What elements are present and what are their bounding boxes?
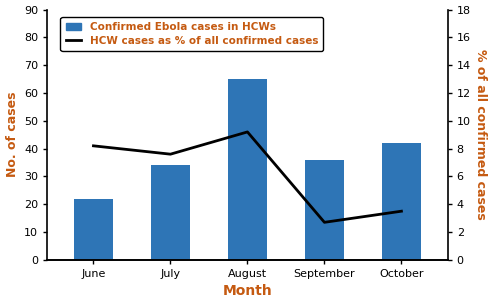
Bar <box>382 143 421 260</box>
Bar <box>228 79 267 260</box>
Y-axis label: % of all confirmed cases: % of all confirmed cases <box>474 49 488 220</box>
Legend: Confirmed Ebola cases in HCWs, HCW cases as % of all confirmed cases: Confirmed Ebola cases in HCWs, HCW cases… <box>61 17 323 51</box>
Bar <box>74 199 113 260</box>
X-axis label: Month: Month <box>222 285 272 299</box>
Y-axis label: No. of cases: No. of cases <box>5 92 19 178</box>
Bar <box>151 165 190 260</box>
Bar <box>305 160 344 260</box>
